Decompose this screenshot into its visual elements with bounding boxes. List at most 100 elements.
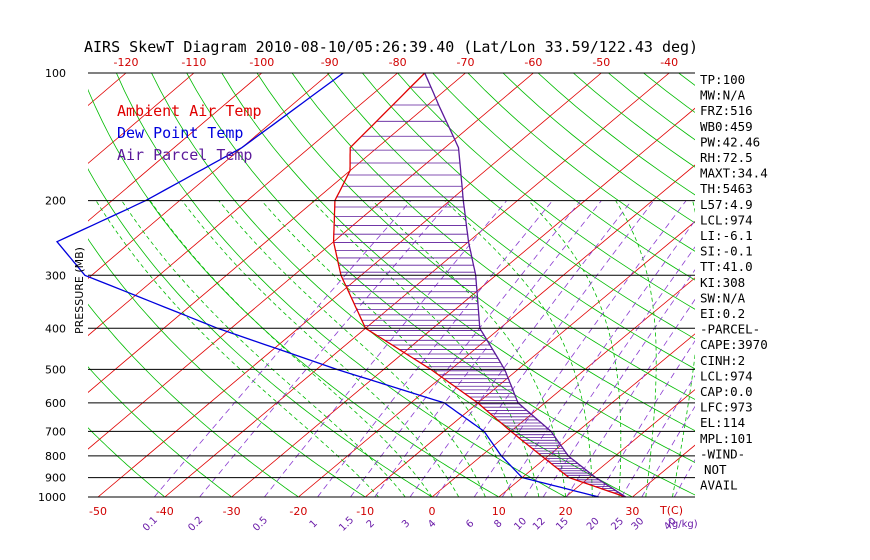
top-temp-tick-label: -50 bbox=[592, 56, 610, 69]
index-line: FRZ:516 bbox=[700, 103, 753, 118]
top-temp-tick-label: -110 bbox=[181, 56, 206, 69]
index-line: TH:5463 bbox=[700, 181, 753, 196]
dry-adiabat-line bbox=[326, 73, 695, 370]
mixing-ratio-line bbox=[317, 200, 553, 497]
moist-adiabat-line bbox=[95, 200, 379, 497]
mixing-ratio-line bbox=[524, 246, 695, 497]
dry-adiabat-line bbox=[88, 303, 299, 497]
legend-entry: Dew Point Temp bbox=[117, 124, 243, 142]
bottom-temp-tick-label: 10 bbox=[492, 505, 506, 518]
mixing-ratio-line bbox=[374, 200, 602, 497]
index-line: LCL:974 bbox=[700, 212, 753, 227]
index-line: LCL:974 bbox=[700, 368, 753, 383]
isotherm-line bbox=[231, 107, 695, 497]
mixing-ratio-tick-label: 1.5 bbox=[337, 515, 356, 534]
mixing-ratio-line bbox=[762, 201, 870, 497]
dry-adiabat-line bbox=[88, 427, 166, 497]
index-line: L57:4.9 bbox=[700, 197, 753, 212]
moist-adiabat-line bbox=[261, 200, 513, 497]
mixing-ratio-line bbox=[673, 459, 695, 497]
pressure-tick-label: 300 bbox=[45, 269, 66, 282]
isotherm-line bbox=[88, 73, 263, 222]
dry-adiabat-line bbox=[88, 366, 232, 497]
dry-adiabat-line bbox=[221, 73, 695, 463]
pressure-tick-label: 100 bbox=[45, 67, 66, 80]
bottom-temp-tick-label: 0 bbox=[429, 505, 436, 518]
pressure-tick-label: 900 bbox=[45, 472, 66, 485]
index-line: EI:0.2 bbox=[700, 306, 745, 321]
top-temp-tick-label: -70 bbox=[457, 56, 475, 69]
index-line: TT:41.0 bbox=[700, 259, 753, 274]
mixing-ratio-tick-label: 10 bbox=[512, 516, 529, 533]
legend-entry: Air Parcel Temp bbox=[117, 146, 252, 164]
index-line: EL:114 bbox=[700, 415, 745, 430]
moist-adiabat-line bbox=[615, 200, 657, 497]
dry-adiabat-line bbox=[88, 88, 500, 497]
top-temp-tick-label: -90 bbox=[321, 56, 339, 69]
pressure-tick-label: 800 bbox=[45, 450, 66, 463]
index-line: SI:-0.1 bbox=[700, 244, 753, 259]
mixing-ratio-tick-label: 8 bbox=[492, 518, 504, 530]
index-line: SW:N/A bbox=[700, 290, 746, 305]
mixing-ratio-tick-label: 0.2 bbox=[186, 515, 205, 534]
dry-adiabat-line bbox=[291, 73, 695, 400]
index-line: -PARCEL- bbox=[700, 322, 760, 337]
mixing-ratio-tick-label: 0.5 bbox=[251, 515, 270, 534]
mixing-ratio-line bbox=[153, 200, 412, 497]
bottom-temp-tick-label: -20 bbox=[289, 505, 307, 518]
index-line: CINH:2 bbox=[700, 353, 745, 368]
mixing-ratio-line bbox=[641, 405, 695, 497]
mixing-ratio-tick-label: 15 bbox=[554, 516, 571, 533]
legend: Ambient Air Temp Dew Point Temp Air Parcel… bbox=[117, 102, 262, 164]
bottom-temp-tick-label: -50 bbox=[89, 505, 107, 518]
index-line: MPL:101 bbox=[700, 431, 753, 446]
bottom-temp-tick-label: -40 bbox=[156, 505, 174, 518]
mixing-ratio-tick-label: 1 bbox=[308, 518, 320, 530]
pressure-tick-label: 200 bbox=[45, 195, 66, 208]
y-axis-label: PRESSURE (MB) bbox=[73, 247, 86, 334]
pressure-tick-label: 1000 bbox=[38, 491, 66, 504]
dry-adiabat-line bbox=[88, 238, 366, 497]
dew-point-line bbox=[55, 72, 600, 498]
chart-title: AIRS SkewT Diagram 2010-08-10/05:26:39.4… bbox=[84, 38, 698, 56]
mixing-ratio-line bbox=[781, 201, 870, 497]
dry-adiabat-line bbox=[186, 73, 695, 496]
index-line: MAXT:34.4 bbox=[700, 166, 768, 181]
mixing-ratio-unit-label: (g/kg) bbox=[668, 519, 698, 530]
index-line: TP:100 bbox=[700, 72, 745, 87]
dry-adiabat-line bbox=[432, 73, 695, 281]
isotherm-line bbox=[88, 73, 534, 450]
index-line: LI:-6.1 bbox=[700, 228, 753, 243]
legend-entry: Ambient Air Temp bbox=[117, 102, 262, 120]
index-line: MW:N/A bbox=[700, 88, 746, 103]
moist-adiabat-line bbox=[149, 200, 433, 497]
dry-adiabat-line bbox=[362, 73, 695, 340]
isotherm-line bbox=[498, 333, 695, 497]
mixing-ratio-tick-label: 3 bbox=[400, 518, 412, 530]
x-axis-unit-label: T(C) bbox=[659, 504, 683, 517]
top-temp-tick-label: -80 bbox=[389, 56, 407, 69]
index-line: -WIND- bbox=[700, 446, 745, 461]
mixing-ratio-line bbox=[409, 200, 632, 497]
top-temp-tick-label: -40 bbox=[660, 56, 678, 69]
mixing-ratio-line bbox=[350, 200, 582, 497]
isotherm-line bbox=[565, 389, 695, 497]
mixing-ratio-tick-label: 4 bbox=[426, 518, 438, 530]
index-line: LFC:973 bbox=[700, 400, 753, 415]
index-line: RH:72.5 bbox=[700, 150, 753, 165]
isotherm-line bbox=[88, 73, 398, 337]
isotherm-line bbox=[164, 73, 670, 497]
dry-adiabat-line bbox=[467, 73, 695, 252]
index-line: KI:308 bbox=[700, 275, 745, 290]
dry-adiabat-line bbox=[88, 168, 433, 497]
bottom-temp-tick-label: -30 bbox=[223, 505, 241, 518]
dry-adiabat-line bbox=[397, 73, 695, 310]
pressure-tick-label: 600 bbox=[45, 397, 66, 410]
dry-adiabat-line bbox=[151, 73, 633, 497]
top-temp-tick-label: -100 bbox=[249, 56, 274, 69]
dry-adiabat-line bbox=[256, 73, 695, 432]
index-line: AVAIL bbox=[700, 478, 738, 493]
mixing-ratio-tick-label: 20 bbox=[585, 516, 602, 533]
pressure-tick-label: 700 bbox=[45, 425, 66, 438]
